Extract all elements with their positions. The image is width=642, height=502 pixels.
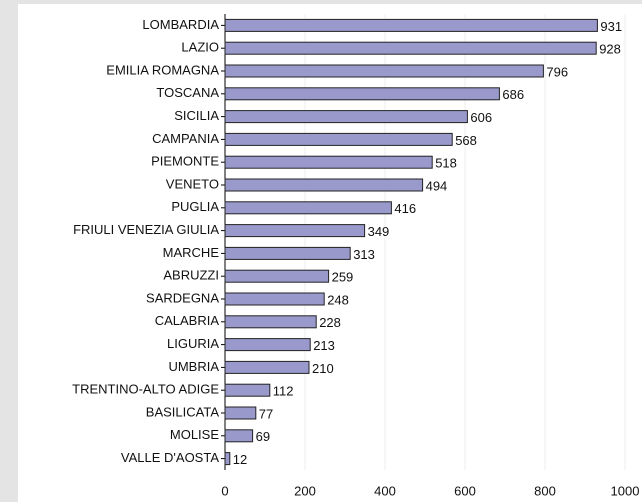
y-tick-label: UMBRIA [168,359,219,374]
y-tick-label: BASILICATA [146,404,220,419]
bar [224,87,500,101]
bar [224,315,317,329]
y-tick-label: LIGURIA [167,336,219,351]
value-label: 112 [273,384,294,399]
value-label: 416 [394,201,416,216]
value-label: 313 [353,247,375,262]
bar [224,18,598,32]
value-label: 77 [259,406,273,421]
bar [224,292,325,306]
value-label: 259 [332,270,354,285]
y-tick-label: MARCHE [163,245,220,260]
value-label: 248 [327,292,349,307]
bar [224,178,424,192]
value-label: 69 [256,429,270,444]
bar [224,224,366,238]
value-label: 213 [313,338,335,353]
y-tick-label: ABRUZZI [163,268,219,283]
x-tick-label: 800 [534,483,556,498]
value-label: 796 [546,64,568,79]
y-tick-label: TRENTINO-ALTO ADIGE [72,382,219,397]
bar [224,269,330,283]
y-tick-label: EMILIA ROMAGNA [106,62,219,77]
bar [224,64,544,78]
bar [224,338,311,352]
value-label: 568 [455,133,477,148]
bar [224,246,351,260]
value-label: 12 [233,452,247,467]
y-tick-label: PUGLIA [171,199,219,214]
bar [224,383,271,397]
bar [224,429,254,443]
value-label: 349 [368,224,390,239]
x-tick-label: 0 [221,483,228,498]
y-tick-label: FRIULI VENEZIA GIULIA [73,222,219,237]
value-label: 928 [599,42,621,57]
y-tick-label: CAMPANIA [152,131,219,146]
y-tick-label: SARDEGNA [146,290,219,305]
value-label: 686 [502,87,524,102]
y-tick-label: TOSCANA [156,85,219,100]
bar [224,406,257,420]
value-label: 228 [319,315,341,330]
bar [224,132,453,146]
y-tick-label: LAZIO [181,40,219,55]
y-tick-label: VALLE D'AOSTA [121,450,219,465]
bar [224,155,433,169]
bar [224,360,310,374]
bar [224,110,468,124]
bar [224,452,231,466]
y-tick-label: LOMBARDIA [142,17,219,32]
value-label: 494 [426,178,448,193]
value-label: 518 [435,156,457,171]
y-tick-label: PIEMONTE [151,154,219,169]
x-tick-label: 600 [454,483,476,498]
x-tick-label: 1000 [611,483,640,498]
bar [224,41,597,55]
y-tick-label: SICILIA [174,108,219,123]
x-tick-label: 400 [374,483,396,498]
y-tick-label: MOLISE [170,427,219,442]
y-tick-label: CALABRIA [155,313,220,328]
value-label: 606 [470,110,492,125]
y-tick-label: VENETO [166,176,219,191]
value-label: 931 [600,19,622,34]
value-label: 210 [312,361,334,376]
x-tick-label: 200 [294,483,316,498]
bar [224,201,392,215]
